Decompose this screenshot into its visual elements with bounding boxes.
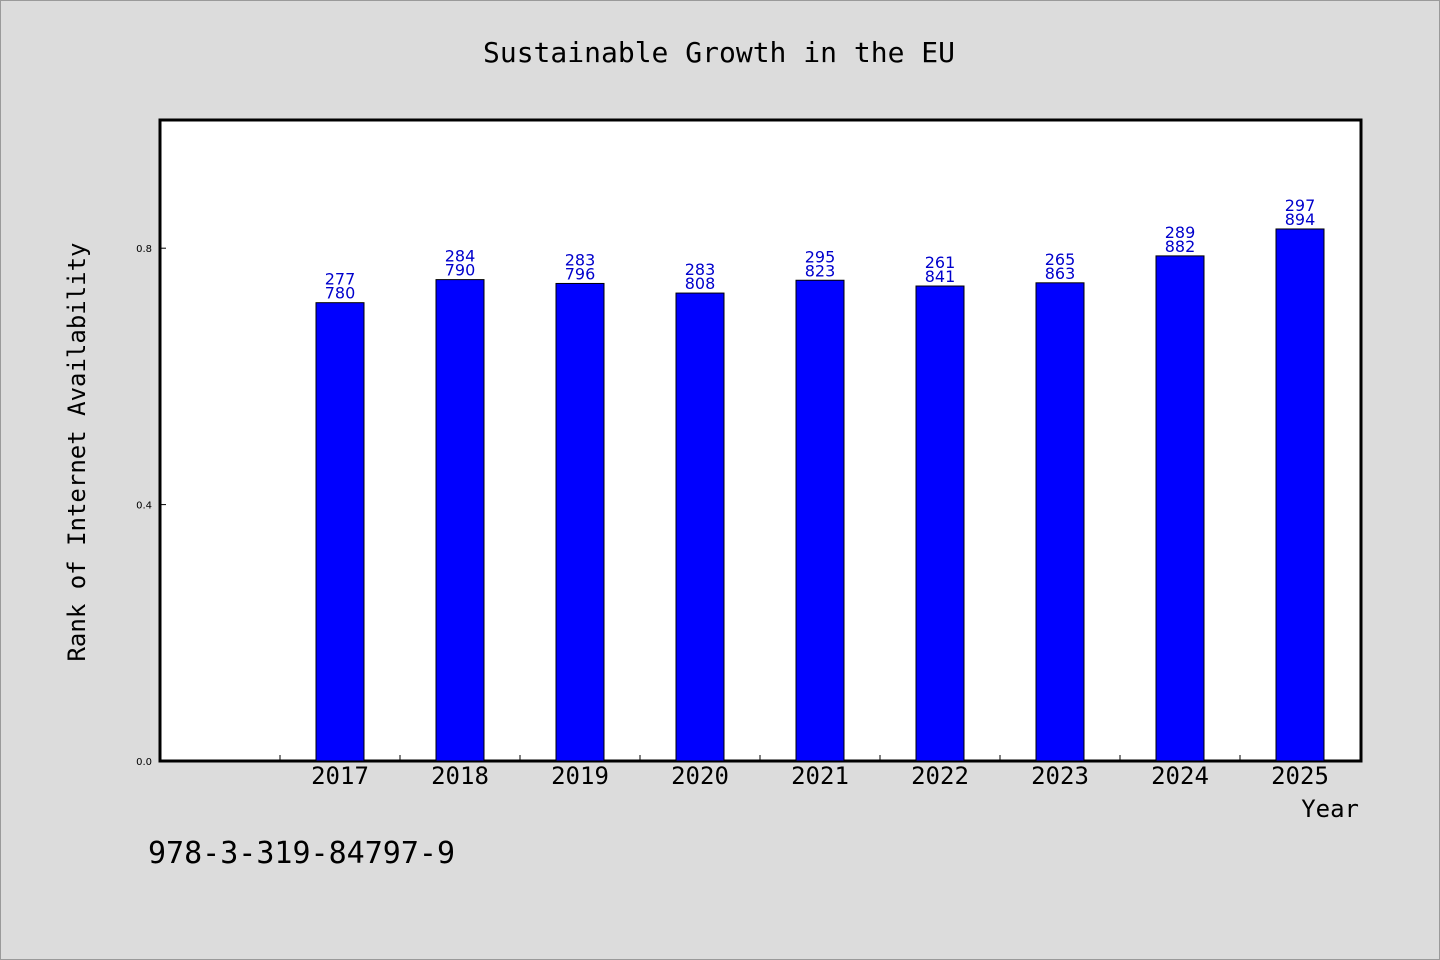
chart-title: Sustainable Growth in the EU bbox=[483, 36, 955, 69]
data-label-2019-1: 283 bbox=[565, 250, 596, 269]
bar-2017 bbox=[315, 302, 365, 762]
y-axis-label: Rank of Internet Availability bbox=[63, 242, 91, 661]
data-label-2021-2: 823 bbox=[805, 261, 836, 280]
x-tick-label: 2025 bbox=[1271, 762, 1329, 790]
y-tick-label: 0.4 bbox=[136, 501, 152, 512]
x-tick-label: 2018 bbox=[431, 762, 489, 790]
data-label-2020-1: 283 bbox=[685, 260, 716, 279]
x-tick-label: 2020 bbox=[671, 762, 729, 790]
data-label-2020-2: 808 bbox=[685, 274, 716, 293]
data-label-2017-1: 277 bbox=[325, 270, 356, 289]
x-tick-label: 2021 bbox=[791, 762, 849, 790]
bar-2020 bbox=[675, 292, 725, 762]
data-label-2019-2: 796 bbox=[565, 264, 596, 283]
data-label-2017-2: 780 bbox=[325, 284, 356, 303]
y-tick-label: 0.8 bbox=[136, 244, 152, 255]
y-tick-label: 0.0 bbox=[136, 757, 152, 768]
bar-2025 bbox=[1275, 228, 1325, 762]
x-tick-label: 2024 bbox=[1151, 762, 1209, 790]
x-tick-label: 2017 bbox=[311, 762, 369, 790]
data-label-2024-1: 289 bbox=[1165, 223, 1196, 242]
bar-2024 bbox=[1155, 255, 1205, 762]
data-label-2025-1: 297 bbox=[1285, 196, 1316, 215]
x-axis-label: Year bbox=[1301, 795, 1359, 823]
data-label-2025-2: 894 bbox=[1285, 210, 1316, 229]
bar-2019 bbox=[555, 282, 605, 762]
data-label-2018-2: 790 bbox=[445, 261, 476, 280]
bar-2021 bbox=[795, 279, 845, 762]
data-label-2022-1: 261 bbox=[925, 253, 956, 272]
x-tick-label: 2023 bbox=[1031, 762, 1089, 790]
data-label-2022-2: 841 bbox=[925, 267, 956, 286]
x-tick-label: 2019 bbox=[551, 762, 609, 790]
data-label-2023-2: 863 bbox=[1045, 264, 1076, 283]
bar-2023 bbox=[1035, 282, 1085, 762]
bar-2022 bbox=[915, 285, 965, 762]
isbn-text: 978-3-319-84797-9 bbox=[148, 836, 455, 871]
ticks-layer: 0.0 0.4 0.8 2017 2018 2019 2020 2021 2022 2023 202… bbox=[136, 244, 1361, 790]
data-label-2021-1: 295 bbox=[805, 247, 836, 266]
data-label-2018-1: 284 bbox=[445, 247, 476, 266]
bar-2018 bbox=[435, 279, 485, 762]
data-label-2024-2: 882 bbox=[1165, 237, 1196, 256]
x-tick-label: 2022 bbox=[911, 762, 969, 790]
data-label-2023-1: 265 bbox=[1045, 250, 1076, 269]
